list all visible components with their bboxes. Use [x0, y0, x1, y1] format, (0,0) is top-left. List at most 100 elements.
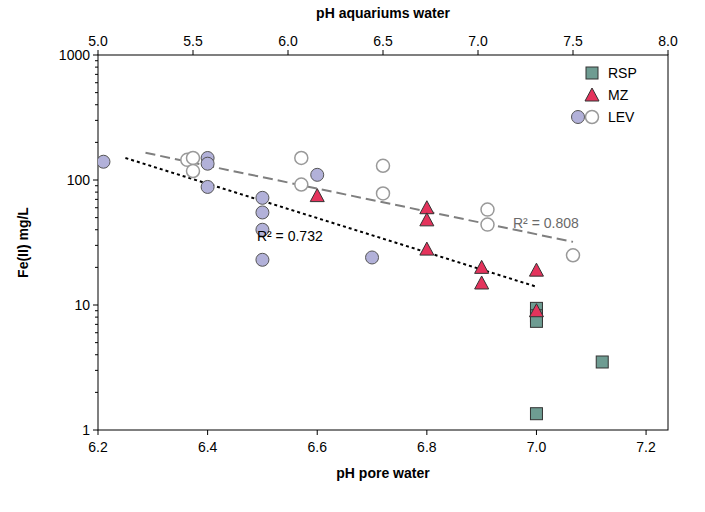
point — [529, 263, 543, 276]
x-tick-label: 7.2 — [636, 439, 656, 455]
y-minor-tick — [95, 199, 98, 200]
point — [420, 242, 434, 255]
r2-label: R² = 0.808 — [513, 215, 579, 231]
x2-tick-label: 8.0 — [658, 33, 678, 49]
y-minor-tick — [95, 207, 98, 208]
x-tick-label: 6.2 — [88, 439, 108, 455]
x-tick — [317, 430, 318, 435]
y-tick-label: 1000 — [59, 47, 90, 63]
point — [475, 260, 489, 273]
legend-marker — [572, 111, 585, 124]
x2-tick — [288, 50, 289, 55]
y-minor-tick — [95, 104, 98, 105]
point — [256, 191, 269, 204]
x2-axis-title: pH aquariums water — [316, 5, 450, 21]
x-tick — [207, 430, 208, 435]
legend-marker — [585, 88, 599, 101]
y-axis-title: Fe(II) mg/L — [15, 207, 31, 278]
chart: 6.2 6.4 6.6 6.8 7.0 7.2 5.0 5.5 6.0 6.5 7.0 7.5 8.0 1… — [0, 0, 705, 512]
trend-line — [125, 158, 536, 287]
y-minor-tick — [95, 342, 98, 343]
x2-tick-label: 7.5 — [563, 33, 583, 49]
point — [567, 249, 580, 262]
y-tick — [93, 430, 98, 431]
x-tick-label: 6.8 — [417, 439, 437, 455]
x-tick — [98, 430, 99, 435]
point — [295, 151, 308, 164]
x-axis-title: pH pore water — [336, 465, 430, 481]
y-minor-tick — [95, 185, 98, 186]
x2-tick-label: 6.0 — [278, 33, 298, 49]
y-minor-tick — [95, 82, 98, 83]
y-minor-tick — [95, 354, 98, 355]
x2-tick — [478, 50, 479, 55]
y-minor-tick — [95, 267, 98, 268]
x2-tick — [98, 50, 99, 55]
y-minor-tick — [95, 74, 98, 75]
y-tick — [93, 305, 98, 306]
point — [596, 356, 608, 368]
point — [530, 408, 542, 420]
point — [201, 180, 214, 193]
legend-marker — [586, 111, 599, 124]
x-tick — [646, 430, 647, 435]
plot-frame — [98, 55, 668, 430]
r2-label: R² = 0.732 — [257, 228, 323, 244]
x-tick-label: 7.0 — [527, 439, 547, 455]
point — [377, 187, 390, 200]
x2-tick — [668, 50, 669, 55]
point — [481, 218, 494, 231]
point — [187, 151, 200, 164]
x2-tick-label: 5.0 — [88, 33, 108, 49]
x2-tick — [383, 50, 384, 55]
y-minor-tick — [95, 229, 98, 230]
y-tick-label: 1 — [82, 422, 90, 438]
y-minor-tick — [95, 192, 98, 193]
point — [481, 203, 494, 216]
x2-tick — [193, 50, 194, 55]
y-minor-tick — [95, 67, 98, 68]
point — [311, 168, 324, 181]
y-tick-label: 10 — [74, 297, 90, 313]
y-minor-tick — [95, 332, 98, 333]
x2-tick-label: 6.5 — [373, 33, 393, 49]
x-tick — [536, 430, 537, 435]
point — [475, 276, 489, 289]
y-minor-tick — [95, 317, 98, 318]
legend-label: RSP — [608, 65, 637, 81]
y-minor-tick — [95, 392, 98, 393]
legend-label: LEV — [608, 109, 635, 125]
point — [420, 213, 434, 226]
legend-label: MZ — [608, 87, 629, 103]
point — [529, 304, 543, 317]
legend: RSP MZ LEV — [572, 65, 637, 125]
point — [366, 251, 379, 264]
y-minor-tick — [95, 245, 98, 246]
y-minor-tick — [95, 370, 98, 371]
x2-tick-label: 7.0 — [468, 33, 488, 49]
y-tick-label: 100 — [67, 172, 91, 188]
x2-tick-label: 5.5 — [183, 33, 203, 49]
y-minor-tick — [95, 120, 98, 121]
point — [98, 155, 110, 168]
point — [295, 178, 308, 191]
y-minor-tick — [95, 142, 98, 143]
marks — [98, 151, 608, 419]
trend-line — [146, 153, 574, 242]
x-tick-label: 6.4 — [198, 439, 218, 455]
point — [377, 159, 390, 172]
point — [256, 206, 269, 219]
point — [420, 201, 434, 214]
point — [187, 165, 200, 178]
point — [256, 253, 269, 266]
x-tick — [426, 430, 427, 435]
y-minor-tick — [95, 92, 98, 93]
point — [310, 189, 324, 202]
legend-marker — [586, 67, 598, 79]
y-tick — [93, 55, 98, 56]
annotations: R² = 0.808 R² = 0.732 — [257, 215, 579, 245]
y-minor-tick — [95, 217, 98, 218]
x-tick-label: 6.6 — [307, 439, 327, 455]
y-tick — [93, 180, 98, 181]
y-minor-tick — [95, 60, 98, 61]
